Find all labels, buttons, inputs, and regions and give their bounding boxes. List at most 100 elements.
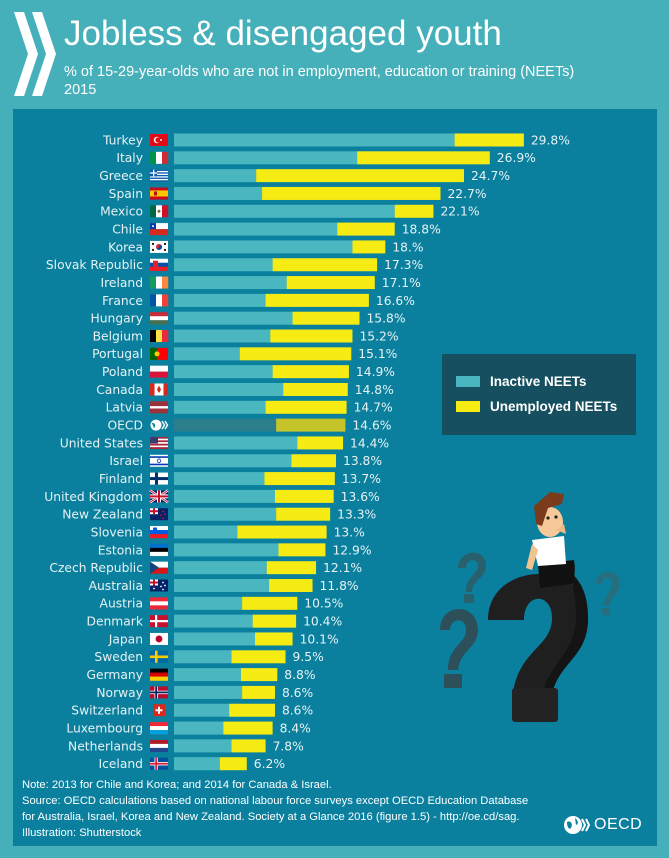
bar-unemployed	[276, 418, 346, 432]
bar-inactive	[174, 454, 292, 468]
netherlands-flag-icon	[150, 739, 168, 753]
subtitle-year: 2015	[64, 82, 97, 98]
value-label: 18.8%	[402, 223, 441, 237]
chart-row-canada: Canada 14.8%	[96, 383, 394, 397]
value-label: 17.1%	[382, 276, 421, 290]
norway-flag-icon	[150, 686, 168, 699]
bar-inactive	[174, 365, 273, 379]
chart-row-iceland: Iceland 6.2%	[98, 757, 285, 771]
hungary-flag-icon	[150, 312, 168, 325]
value-label: 29.8%	[531, 133, 570, 147]
chart-row-hungary: Hungary 15.8%	[90, 312, 405, 326]
chart-row-chile: Chile 18.8%	[112, 223, 441, 237]
footer-source-1: Source: OECD calculations based on natio…	[22, 795, 529, 807]
bar-unemployed	[252, 614, 297, 628]
bar-unemployed	[223, 721, 273, 735]
bar-unemployed	[269, 579, 313, 592]
category-label: Ireland	[100, 276, 143, 290]
category-label: Mexico	[100, 205, 143, 219]
korea-flag-icon	[150, 240, 168, 253]
bar-inactive	[174, 240, 353, 254]
slovakia-flag-icon	[150, 258, 168, 271]
value-label: 14.9%	[356, 365, 395, 379]
bar-unemployed	[337, 222, 395, 236]
chart-row-switzerland: Switzerland 8.6%	[71, 704, 313, 718]
bar-inactive	[174, 632, 256, 646]
oecd-chevrons-icon	[14, 12, 56, 96]
chile-flag-icon	[150, 223, 168, 236]
latvia-flag-icon	[150, 401, 168, 414]
bar-inactive	[174, 382, 284, 396]
poland-flag-icon	[150, 365, 168, 378]
slovenia-flag-icon	[150, 526, 168, 539]
australia-flag-icon	[150, 579, 168, 592]
bar-unemployed	[242, 685, 275, 699]
chart-row-finland: Finland 13.7%	[99, 472, 381, 486]
bar-inactive	[174, 489, 275, 503]
category-label: United States	[60, 436, 143, 450]
category-label: Sweden	[94, 650, 143, 664]
bar-unemployed	[272, 365, 349, 379]
austria-flag-icon	[150, 597, 168, 610]
bar-inactive	[174, 668, 241, 682]
bar-unemployed	[291, 454, 337, 468]
italy-flag-icon	[150, 151, 169, 164]
chart-row-australia: Australia 11.8%	[89, 579, 359, 593]
chart-row-norway: Norway 8.6%	[96, 686, 313, 700]
category-label: Slovak Republic	[46, 258, 143, 272]
value-label: 15.8%	[366, 312, 405, 326]
category-label: Italy	[116, 151, 143, 165]
oecd-logo: OECD	[563, 814, 642, 836]
value-label: 8.8%	[284, 668, 315, 682]
chart-row-italy: Italy 26.9%	[116, 151, 536, 165]
man-figure-icon	[526, 492, 575, 588]
chart-row-spain: Spain 22.7%	[109, 187, 487, 201]
germany-flag-icon	[150, 668, 168, 681]
bar-unemployed	[231, 650, 286, 664]
bar-unemployed	[229, 703, 275, 717]
chart-row-czech-republic: Czech Republic 12.1%	[49, 561, 362, 575]
category-label: Australia	[89, 579, 143, 593]
category-label: Israel	[109, 454, 143, 468]
iceland-flag-icon	[150, 757, 168, 770]
value-label: 12.1%	[323, 561, 362, 575]
bar-unemployed	[262, 186, 441, 200]
bar-inactive	[174, 347, 240, 361]
bar-unemployed	[265, 293, 369, 307]
category-label: United Kingdom	[44, 490, 143, 504]
footer-source-2: for Australia, Israel, Korea and New Zea…	[22, 811, 520, 823]
chart-row-new-zealand: New Zealand 13.3%	[62, 508, 376, 522]
chart-legend: Inactive NEETs Unemployed NEETs	[442, 354, 636, 435]
category-label: OECD	[107, 419, 143, 433]
canada-flag-icon	[150, 383, 168, 396]
chart-row-mexico: Mexico 22.1%	[100, 205, 479, 219]
bar-unemployed	[283, 382, 348, 396]
faded-question-mark-icon	[458, 552, 486, 603]
oecd-logo-text: OECD	[594, 816, 643, 833]
category-label: Canada	[96, 383, 143, 397]
subtitle-text: % of 15-29-year-olds who are not in empl…	[64, 64, 575, 80]
bar-unemployed	[231, 739, 266, 753]
bar-unemployed	[276, 507, 331, 521]
category-label: New Zealand	[62, 508, 143, 522]
bar-inactive	[174, 133, 455, 147]
denmark-flag-icon	[150, 615, 168, 628]
value-label: 14.6%	[352, 419, 391, 433]
chart-row-united-kingdom: United Kingdom 13.6%	[44, 489, 380, 504]
chart-row-latvia: Latvia 14.7%	[106, 401, 393, 415]
bar-unemployed	[272, 258, 378, 272]
value-label: 10.4%	[303, 615, 342, 629]
value-label: 18.%	[392, 240, 423, 254]
bar-unemployed	[454, 133, 524, 147]
bar-inactive	[174, 614, 253, 628]
value-label: 8.6%	[282, 704, 313, 718]
ireland-flag-icon	[150, 276, 169, 289]
legend-label-inactive: Inactive NEETs	[490, 374, 587, 389]
bar-inactive	[174, 204, 395, 218]
bar-unemployed	[394, 204, 434, 218]
newzealand-flag-icon	[150, 508, 168, 521]
value-label: 15.2%	[359, 329, 398, 343]
value-label: 13.%	[334, 525, 365, 539]
mexico-flag-icon	[150, 205, 169, 218]
value-label: 11.8%	[320, 579, 359, 593]
